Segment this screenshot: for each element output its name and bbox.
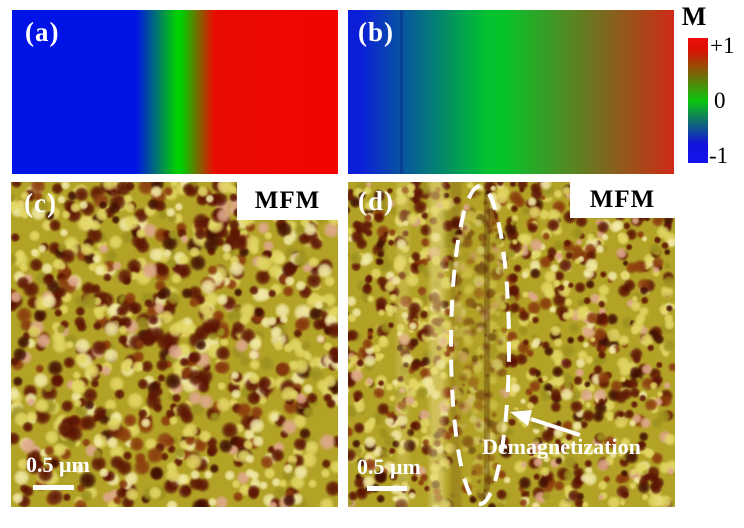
colorbar-title: M <box>681 2 707 31</box>
panel-c-label: (c) <box>24 188 57 218</box>
colorbar-tick-zero: 0 <box>714 88 726 113</box>
panel-b-label: (b) <box>358 17 394 47</box>
colorbar-gradient <box>688 38 708 163</box>
demagnetization-label: Demagnetization <box>482 434 641 459</box>
domain-wall-line <box>400 10 404 174</box>
panel-d-scale-bar <box>367 486 407 491</box>
colorbar-tick-plus1: +1 <box>710 33 735 58</box>
panel-b-simulation: (b) <box>348 10 674 174</box>
panel-c-scale-text: 0.5 μm <box>26 452 90 477</box>
panel-d-label: (d) <box>358 186 394 216</box>
colorbar-tick-minus1: -1 <box>709 143 729 168</box>
panel-d-mfm-image: MFM (d) 0.5 μm Demagnetization <box>348 182 675 507</box>
panel-c-mfm-image: MFM (c) 0.5 μm <box>11 182 338 507</box>
panel-d-scale-text: 0.5 μm <box>357 454 421 479</box>
panel-c-scale-bar <box>33 485 74 490</box>
panel-a-simulation: (a) <box>12 10 338 174</box>
panel-d-texture <box>348 182 675 507</box>
panel-c-mfm-badge: MFM <box>237 182 338 220</box>
panel-c-texture <box>11 182 338 507</box>
panel-d-mfm-badge: MFM <box>570 182 675 218</box>
panel-a-label: (a) <box>25 17 60 47</box>
